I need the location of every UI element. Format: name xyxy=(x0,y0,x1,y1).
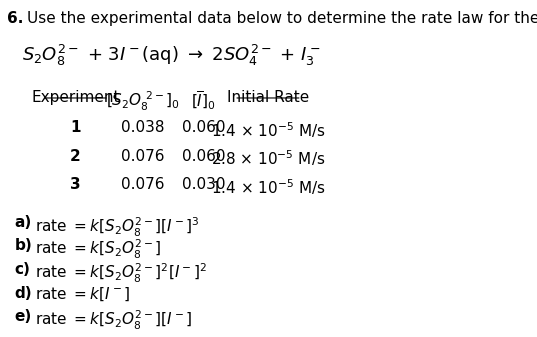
Text: 0.060: 0.060 xyxy=(182,149,226,164)
Text: 0.076: 0.076 xyxy=(121,177,165,192)
Text: 0.060: 0.060 xyxy=(182,120,226,135)
Text: c): c) xyxy=(14,262,31,277)
Text: b): b) xyxy=(14,238,32,253)
Text: e): e) xyxy=(14,309,32,324)
Text: 0.076: 0.076 xyxy=(121,149,165,164)
Text: 6.: 6. xyxy=(7,11,23,26)
Text: rate $= k[S_2O_8^{2-}]$: rate $= k[S_2O_8^{2-}]$ xyxy=(35,238,161,262)
Text: a): a) xyxy=(14,215,32,231)
Text: $[\overline{I}]_0$: $[\overline{I}]_0$ xyxy=(191,90,216,112)
Text: Initial Rate: Initial Rate xyxy=(227,90,309,105)
Text: rate $= k[S_2O_8^{2-}]^2[I^-]^2$: rate $= k[S_2O_8^{2-}]^2[I^-]^2$ xyxy=(35,262,207,285)
Text: 2.8 $\times$ $10^{-5}$ M/s: 2.8 $\times$ $10^{-5}$ M/s xyxy=(211,149,325,168)
Text: 1: 1 xyxy=(70,120,81,135)
Text: d): d) xyxy=(14,286,32,301)
Text: rate $= k[I^-]$: rate $= k[I^-]$ xyxy=(35,286,130,303)
Text: 2: 2 xyxy=(70,149,81,164)
Text: 1.4 $\times$ $10^{-5}$ M/s: 1.4 $\times$ $10^{-5}$ M/s xyxy=(211,120,325,140)
Text: Use the experimental data below to determine the rate law for the reaction: Use the experimental data below to deter… xyxy=(27,11,537,26)
Text: 0.030: 0.030 xyxy=(182,177,226,192)
Text: rate $= k[S_2O_8^{2-}][I^-]$: rate $= k[S_2O_8^{2-}][I^-]$ xyxy=(35,309,192,332)
Text: rate $= k[S_2O_8^{2-}][I^-]^3$: rate $= k[S_2O_8^{2-}][I^-]^3$ xyxy=(35,215,200,239)
Text: 3: 3 xyxy=(70,177,81,192)
Text: $[S_2O_8^{\ 2-}]_0$: $[S_2O_8^{\ 2-}]_0$ xyxy=(106,90,180,113)
Text: 0.038: 0.038 xyxy=(121,120,165,135)
Text: $S_2O_8^{2-}$ + 3$I^-$(aq) $\rightarrow$ 2$SO_4^{2-}$ + $I_3^-$: $S_2O_8^{2-}$ + 3$I^-$(aq) $\rightarrow$… xyxy=(22,42,321,67)
Text: 1.4 $\times$ $10^{-5}$ M/s: 1.4 $\times$ $10^{-5}$ M/s xyxy=(211,177,325,197)
Text: Experiment: Experiment xyxy=(31,90,120,105)
